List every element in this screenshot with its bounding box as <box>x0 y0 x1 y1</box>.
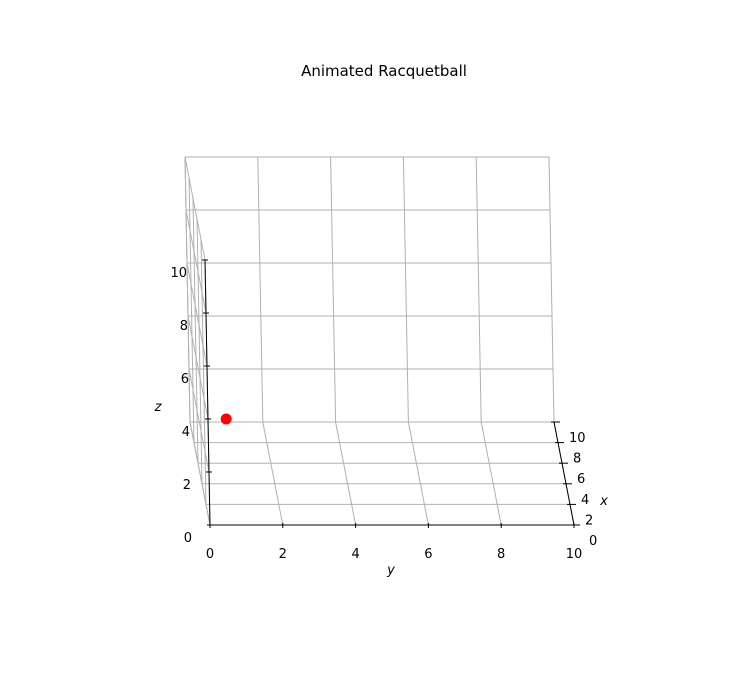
back-pane-gridline-y <box>330 156 337 423</box>
side-pane-gridline-z <box>188 368 210 473</box>
side-pane-gridline-z <box>184 156 206 261</box>
x-tick-label: 10 <box>569 431 586 446</box>
z-axis-label: z <box>154 400 163 415</box>
z-axis-line <box>204 259 211 526</box>
y-tick-label: 4 <box>351 547 359 562</box>
z-tick-label: 0 <box>184 531 192 546</box>
back-pane-gridline-y <box>257 156 264 423</box>
y-tick-label: 2 <box>279 547 287 562</box>
axis-layer <box>204 259 575 526</box>
z-tick-label: 6 <box>181 372 189 387</box>
floor-gridline-y <box>262 421 284 526</box>
chart-title: Animated Racquetball <box>301 62 467 80</box>
side-pane-gridline-x <box>196 218 203 484</box>
racquetball-point <box>220 413 232 425</box>
y-tick-label: 6 <box>424 547 432 562</box>
side-pane-gridline-x <box>188 177 195 443</box>
z-tick-label: 2 <box>183 478 191 493</box>
x-tick-label: 6 <box>577 472 585 487</box>
floor-gridline-y <box>407 421 429 526</box>
side-pane-gridline-z <box>187 315 209 420</box>
z-tick-label: 8 <box>180 319 188 334</box>
side-pane-gridline-z <box>189 421 211 526</box>
point-layer <box>220 413 232 425</box>
back-pane-gridline-y <box>402 156 409 423</box>
x-tick-label: 8 <box>573 452 581 467</box>
x-tick-label: 2 <box>585 513 593 528</box>
back-pane-gridline-y <box>475 156 482 423</box>
side-pane-gridline-z <box>185 209 207 314</box>
x-axis-line <box>553 421 575 526</box>
floor-gridline-y <box>480 421 502 526</box>
y-tick-label: 10 <box>566 547 583 562</box>
side-pane-gridline-x <box>192 198 199 464</box>
y-tick-label: 0 <box>206 547 214 562</box>
floor-gridline-y <box>335 421 357 526</box>
back-pane-gridline-y <box>548 156 555 423</box>
side-pane-gridline-x <box>184 156 191 423</box>
x-tick-label: 4 <box>581 493 589 508</box>
grid-layer <box>184 156 575 526</box>
z-tick-label: 10 <box>170 266 187 281</box>
x-tick-label: 0 <box>589 534 597 549</box>
tick-layer: 0 2 4 6 8 10 0 2 4 6 8 10 0 2 4 6 8 10 <box>170 259 597 562</box>
side-pane-gridline-x <box>200 239 207 505</box>
y-axis-label: y <box>386 563 395 578</box>
z-tick-label: 4 <box>182 425 190 440</box>
side-pane-gridline-z <box>186 262 208 367</box>
y-tick-label: 8 <box>497 547 505 562</box>
x-axis-label: x <box>599 494 608 509</box>
